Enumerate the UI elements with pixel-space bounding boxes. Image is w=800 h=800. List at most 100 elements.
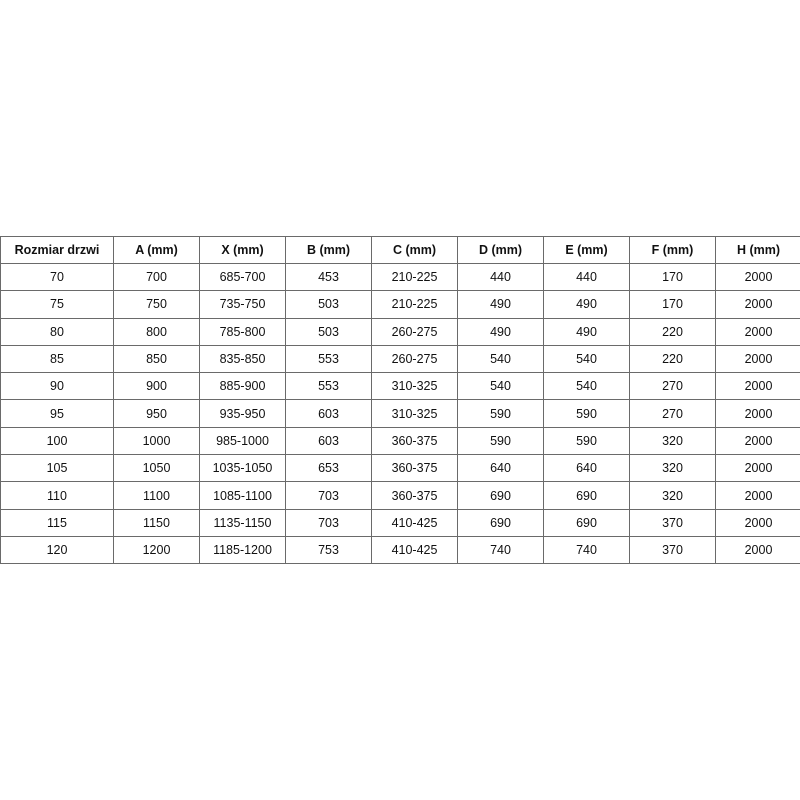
table-cell: 640 [543, 454, 630, 483]
table-cell: 320 [629, 426, 716, 456]
table-cell: 753 [285, 535, 372, 565]
table-cell: 703 [285, 508, 372, 537]
table-cell: 603 [285, 426, 372, 456]
table-cell: 740 [457, 535, 544, 565]
table-cell: 490 [457, 290, 544, 319]
table-cell: 220 [629, 344, 716, 374]
table-cell: 410-425 [371, 535, 458, 565]
table-cell: 115 [0, 508, 114, 537]
table-cell: 210-225 [371, 262, 458, 292]
table-cell: 310-325 [371, 372, 458, 401]
table-cell: 885-900 [199, 372, 286, 401]
table-cell: 90 [0, 372, 114, 401]
table-cell: 2000 [715, 481, 800, 510]
table-row: 75 750 735-750 503 210-225 490 490 170 2000 [0, 290, 800, 319]
table-cell: 260-275 [371, 344, 458, 374]
table-cell: 1000 [113, 426, 200, 456]
table-cell: 2000 [715, 262, 800, 292]
table-cell: 490 [457, 317, 544, 346]
table-cell: 440 [457, 262, 544, 292]
table-row: 120 1200 1185-1200 753 410-425 740 740 370 2000 [0, 535, 800, 565]
table-row: 110 1100 1085-1100 703 360-375 690 690 320 2000 [0, 481, 800, 510]
table-cell: 590 [457, 399, 544, 428]
table-cell: 540 [457, 344, 544, 374]
table-cell: 540 [543, 372, 630, 401]
column-header: H (mm) [715, 236, 800, 264]
table-cell: 985-1000 [199, 426, 286, 456]
table-cell: 1135-1150 [199, 508, 286, 537]
table-cell: 700 [113, 262, 200, 292]
table-cell: 590 [543, 426, 630, 456]
table-cell: 210-225 [371, 290, 458, 319]
table-cell: 360-375 [371, 454, 458, 483]
table-cell: 270 [629, 399, 716, 428]
table-cell: 75 [0, 290, 114, 319]
table-cell: 540 [457, 372, 544, 401]
table-cell: 553 [285, 372, 372, 401]
table-cell: 690 [457, 481, 544, 510]
column-header: X (mm) [199, 236, 286, 264]
column-header: B (mm) [285, 236, 372, 264]
column-header: F (mm) [629, 236, 716, 264]
table-cell: 590 [543, 399, 630, 428]
column-header: E (mm) [543, 236, 630, 264]
table-cell: 690 [543, 481, 630, 510]
table-cell: 310-325 [371, 399, 458, 428]
table-cell: 503 [285, 317, 372, 346]
table-cell: 370 [629, 535, 716, 565]
table-cell: 105 [0, 454, 114, 483]
table-cell: 690 [543, 508, 630, 537]
table-cell: 490 [543, 290, 630, 319]
table-cell: 2000 [715, 344, 800, 374]
table-cell: 503 [285, 290, 372, 319]
table-cell: 1035-1050 [199, 454, 286, 483]
table-cell: 95 [0, 399, 114, 428]
table-cell: 2000 [715, 508, 800, 537]
table-cell: 653 [285, 454, 372, 483]
table-cell: 640 [457, 454, 544, 483]
table-cell: 110 [0, 481, 114, 510]
table-cell: 2000 [715, 454, 800, 483]
column-header: Rozmiar drzwi [0, 236, 114, 264]
table-cell: 2000 [715, 290, 800, 319]
table-row: 105 1050 1035-1050 653 360-375 640 640 320 2000 [0, 454, 800, 483]
table-row: 85 850 835-850 553 260-275 540 540 220 2000 [0, 344, 800, 374]
table-cell: 170 [629, 290, 716, 319]
table-cell: 2000 [715, 372, 800, 401]
table-cell: 120 [0, 535, 114, 565]
table-cell: 850 [113, 344, 200, 374]
table-row: 100 1000 985-1000 603 360-375 590 590 320 2000 [0, 426, 800, 456]
table-cell: 835-850 [199, 344, 286, 374]
table-cell: 410-425 [371, 508, 458, 537]
table-cell: 1185-1200 [199, 535, 286, 565]
table-cell: 950 [113, 399, 200, 428]
table-cell: 2000 [715, 535, 800, 565]
table-cell: 1050 [113, 454, 200, 483]
table-cell: 270 [629, 372, 716, 401]
table-cell: 1150 [113, 508, 200, 537]
table-cell: 260-275 [371, 317, 458, 346]
table-cell: 360-375 [371, 426, 458, 456]
table-cell: 685-700 [199, 262, 286, 292]
table-cell: 100 [0, 426, 114, 456]
table-row: 90 900 885-900 553 310-325 540 540 270 2000 [0, 372, 800, 401]
table-cell: 2000 [715, 399, 800, 428]
table-cell: 370 [629, 508, 716, 537]
table-cell: 80 [0, 317, 114, 346]
table-cell: 85 [0, 344, 114, 374]
header-row: Rozmiar drzwi A (mm) X (mm) B (mm) C (mm) D (… [0, 236, 800, 264]
table-row: 115 1150 1135-1150 703 410-425 690 690 370 2000 [0, 508, 800, 537]
table-cell: 170 [629, 262, 716, 292]
table-cell: 2000 [715, 426, 800, 456]
table-cell: 740 [543, 535, 630, 565]
table-cell: 70 [0, 262, 114, 292]
table-cell: 440 [543, 262, 630, 292]
table-cell: 320 [629, 454, 716, 483]
table-row: 80 800 785-800 503 260-275 490 490 220 2000 [0, 317, 800, 346]
table-cell: 1085-1100 [199, 481, 286, 510]
table-cell: 320 [629, 481, 716, 510]
door-dimensions-table: Rozmiar drzwi A (mm) X (mm) B (mm) C (mm) D (… [0, 236, 800, 565]
table-cell: 1100 [113, 481, 200, 510]
table-cell: 1200 [113, 535, 200, 565]
table-cell: 703 [285, 481, 372, 510]
